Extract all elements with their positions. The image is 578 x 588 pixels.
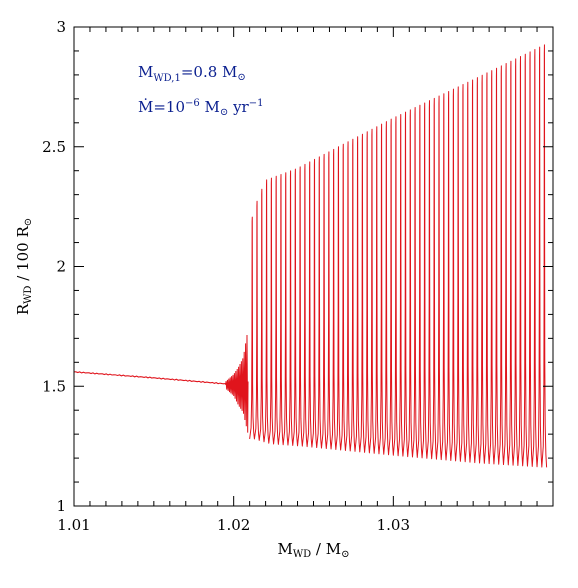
y-axis-label-sub: WD [23, 286, 34, 304]
data-layer [73, 44, 548, 468]
annotation-accretion-rate: Ṁ=10−6 M⊙ yr−1 [138, 98, 263, 118]
x-axis-label: MWD / M⊙ [278, 540, 350, 560]
x-axis: 1.01 1.02 1.03 [57, 27, 554, 534]
series-oscillation [249, 44, 548, 468]
annotation-initial-mass-sym: ⊙ [237, 72, 245, 83]
annotation-initial-mass-rest: =0.8 M [181, 63, 238, 81]
y-tick-label: 2.5 [42, 138, 66, 156]
y-axis-label-main: R [14, 303, 32, 315]
annotation-initial-mass-main: M [138, 63, 153, 81]
y-tick-label: 3 [56, 18, 66, 36]
annotation-accretion-rate-rest: =10 [153, 98, 185, 116]
y-axis-label-sym: ⊙ [23, 218, 34, 226]
y-axis-label-rest: / 100 R [14, 226, 32, 286]
y-tick-label: 2 [56, 258, 66, 276]
y-tick-label: 1 [56, 497, 66, 515]
x-axis-label-sub: WD [293, 549, 311, 560]
x-tick-label: 1.03 [377, 516, 410, 534]
annotation-accretion-rate-sup2: −1 [249, 98, 264, 109]
x-tick-label: 1.02 [217, 516, 250, 534]
y-tick-label: 1.5 [42, 377, 66, 395]
x-tick-label: 1.01 [57, 516, 90, 534]
annotation-initial-mass: MWD,1=0.8 M⊙ [138, 63, 246, 84]
x-axis-label-main: M [278, 540, 293, 558]
annotation-initial-mass-sub: WD,1 [153, 73, 180, 84]
annotation-accretion-rate-tail: yr [228, 98, 249, 116]
y-axis: 1 1.5 2 2.5 3 [42, 18, 553, 515]
annotation-accretion-rate-tail-a: M [200, 98, 220, 116]
series-stable-branch [73, 371, 226, 385]
x-axis-label-sym: ⊙ [341, 549, 349, 560]
x-axis-label-rest: / M [311, 540, 341, 558]
series-onset [225, 335, 249, 433]
annotation-accretion-rate-main: Ṁ [138, 98, 153, 116]
annotation-accretion-rate-sym: ⊙ [220, 107, 228, 118]
y-axis-label: RWD / 100 R⊙ [14, 218, 34, 315]
annotation-accretion-rate-sup: −6 [185, 98, 200, 109]
